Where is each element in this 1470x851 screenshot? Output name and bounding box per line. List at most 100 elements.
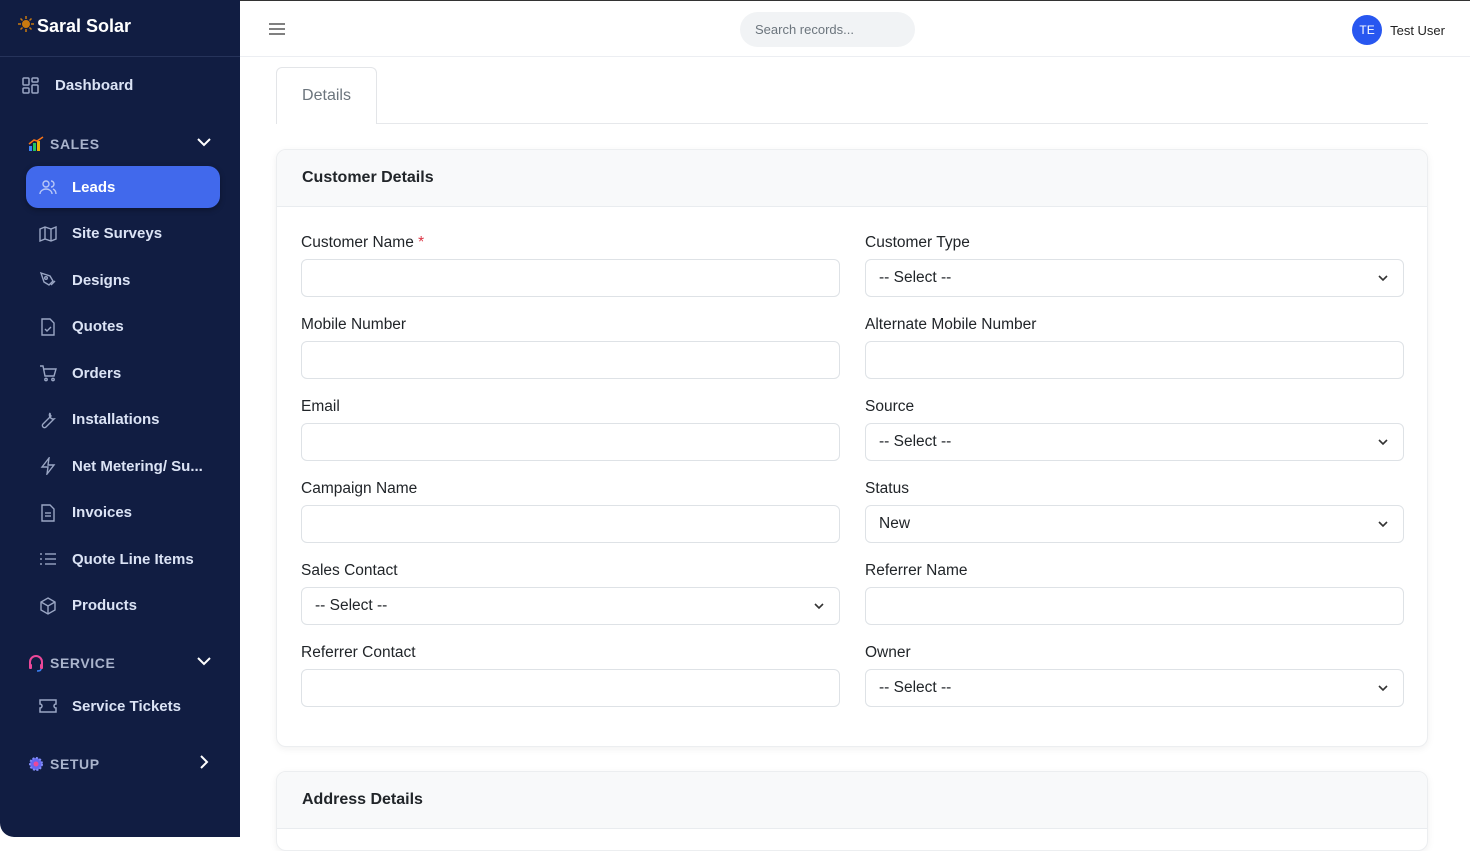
sun-icon xyxy=(18,16,34,37)
field-label: Status xyxy=(865,480,909,497)
cart-icon xyxy=(38,363,58,383)
field-sales-contact: Sales Contact -- Select -- xyxy=(301,562,840,625)
sidebar-item-invoices[interactable]: Invoices xyxy=(26,492,220,534)
wrench-icon xyxy=(38,410,58,430)
sidebar-item-quotes[interactable]: Quotes xyxy=(26,306,220,348)
list-icon xyxy=(38,549,58,569)
section-service[interactable]: SERVICE xyxy=(28,653,212,672)
brand-logo[interactable]: Saral Solar xyxy=(18,16,131,37)
user-name: Test User xyxy=(1390,22,1445,38)
field-mobile-number: Mobile Number xyxy=(301,316,840,379)
sidebar-item-service-tickets[interactable]: Service Tickets xyxy=(26,685,220,727)
chevron-right-icon[interactable] xyxy=(196,754,212,773)
file-text-icon xyxy=(38,503,58,523)
ticket-icon xyxy=(38,696,58,716)
campaign-name-input[interactable] xyxy=(301,505,840,543)
address-details-card: Address Details xyxy=(276,771,1428,851)
field-label: Customer Type xyxy=(865,234,970,251)
field-label: Referrer Contact xyxy=(301,644,416,661)
field-label: Mobile Number xyxy=(301,316,407,333)
menu-icon[interactable] xyxy=(268,21,286,42)
sidebar-item-label: Net Metering/ Su... xyxy=(72,457,203,475)
sidebar-item-label: Dashboard xyxy=(55,77,134,94)
sidebar-item-leads[interactable]: Leads xyxy=(26,166,220,208)
sales-contact-select[interactable]: -- Select -- xyxy=(301,587,840,625)
sidebar-item-designs[interactable]: Designs xyxy=(26,259,220,301)
chevron-down-icon xyxy=(1376,681,1390,695)
field-referrer-name: Referrer Name xyxy=(865,562,1404,625)
tab-bar-divider xyxy=(276,123,1428,124)
customer-name-input[interactable] xyxy=(301,259,840,297)
sidebar-item-site-surveys[interactable]: Site Surveys xyxy=(26,213,220,255)
pen-tool-icon xyxy=(38,270,58,290)
source-select[interactable]: -- Select -- xyxy=(865,423,1404,461)
map-icon xyxy=(38,224,58,244)
field-label: Email xyxy=(301,398,340,415)
chevron-down-icon xyxy=(1376,435,1390,449)
customer-type-select[interactable]: -- Select -- xyxy=(865,259,1404,297)
gear-icon xyxy=(28,755,46,773)
sidebar-item-orders[interactable]: Orders xyxy=(26,352,220,394)
sidebar-item-products[interactable]: Products xyxy=(26,585,220,627)
chevron-down-icon[interactable] xyxy=(196,134,212,153)
sidebar-item-label: Installations xyxy=(72,411,160,428)
required-marker: * xyxy=(418,234,425,251)
sidebar-item-label: Service Tickets xyxy=(72,697,181,715)
alternate-mobile-number-input[interactable] xyxy=(865,341,1404,379)
file-icon xyxy=(38,317,58,337)
users-icon xyxy=(38,177,58,197)
tab-details[interactable]: Details xyxy=(276,67,377,124)
field-email: Email xyxy=(301,398,840,461)
section-setup[interactable]: SETUP xyxy=(28,754,212,773)
chevron-down-icon xyxy=(1376,271,1390,285)
box-icon xyxy=(38,596,58,616)
section-sales[interactable]: SALES xyxy=(28,134,212,153)
sidebar-item-label: Quote Line Items xyxy=(72,550,194,568)
field-campaign-name: Campaign Name xyxy=(301,480,840,543)
divider xyxy=(0,56,240,57)
field-label: Source xyxy=(865,398,915,415)
headset-icon xyxy=(28,654,46,672)
sidebar-item-label: Designs xyxy=(72,271,131,289)
card-title: Address Details xyxy=(277,772,1427,829)
email-input[interactable] xyxy=(301,423,840,461)
chevron-down-icon[interactable] xyxy=(196,653,212,672)
sidebar: Saral Solar Dashboard SALES Leads Site Su… xyxy=(0,0,240,837)
sidebar-item-net-metering-su[interactable]: Net Metering/ Su... xyxy=(26,445,220,487)
sidebar-item-label: Leads xyxy=(72,178,116,196)
section-label: SERVICE xyxy=(50,654,116,671)
mobile-number-input[interactable] xyxy=(301,341,840,379)
field-label: Alternate Mobile Number xyxy=(865,316,1037,333)
field-owner: Owner -- Select -- xyxy=(865,644,1404,707)
field-label: Referrer Name xyxy=(865,562,968,579)
field-referrer-contact: Referrer Contact xyxy=(301,644,840,707)
chevron-down-icon xyxy=(1376,517,1390,531)
brand-name: Saral Solar xyxy=(37,16,132,36)
sidebar-item-label: Site Surveys xyxy=(72,225,163,242)
field-customer-name: Customer Name * xyxy=(301,234,840,297)
grid-icon xyxy=(22,77,39,94)
referrer-name-input[interactable] xyxy=(865,587,1404,625)
field-alternate-mobile-number: Alternate Mobile Number xyxy=(865,316,1404,379)
owner-select[interactable]: -- Select -- xyxy=(865,669,1404,707)
sidebar-item-dashboard[interactable]: Dashboard xyxy=(22,77,133,94)
customer-details-card: Customer Details Customer Name * Customer… xyxy=(276,149,1428,747)
status-select[interactable]: New xyxy=(865,505,1404,543)
sidebar-item-quote-line-items[interactable]: Quote Line Items xyxy=(26,538,220,580)
sidebar-item-label: Products xyxy=(72,597,138,614)
sidebar-item-installations[interactable]: Installations xyxy=(26,399,220,441)
user-menu[interactable]: TE Test User xyxy=(1352,15,1445,45)
section-label: SALES xyxy=(50,135,100,152)
field-status: Status New xyxy=(865,480,1404,543)
section-label: SETUP xyxy=(50,755,100,772)
field-label: Sales Contact xyxy=(301,562,398,579)
card-title: Customer Details xyxy=(277,150,1427,207)
chevron-down-icon xyxy=(812,599,826,613)
top-header: TE Test User xyxy=(240,0,1470,57)
chart-icon xyxy=(28,135,46,153)
referrer-contact-input[interactable] xyxy=(301,669,840,707)
sidebar-item-label: Orders xyxy=(72,364,122,382)
search-input[interactable] xyxy=(740,12,915,47)
field-label: Campaign Name xyxy=(301,480,418,497)
field-source: Source -- Select -- xyxy=(865,398,1404,461)
